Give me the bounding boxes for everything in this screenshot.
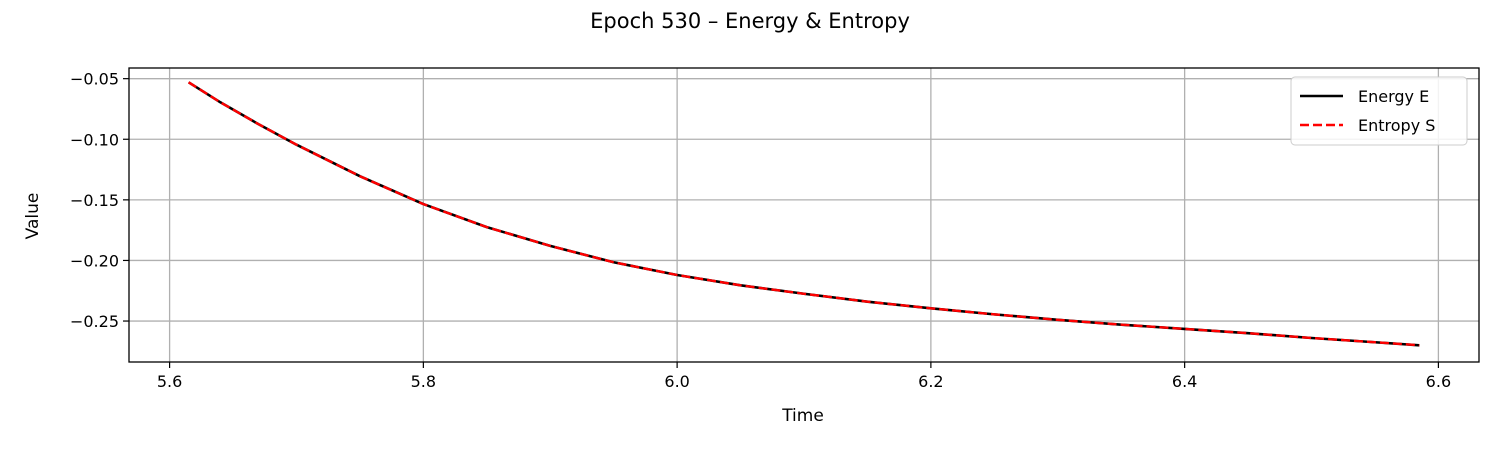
grid xyxy=(129,68,1479,362)
x-tick-label: 6.4 xyxy=(1172,372,1197,391)
y-tick-label: −0.20 xyxy=(70,251,119,270)
plot-frame xyxy=(128,67,1480,363)
y-tick-label: −0.05 xyxy=(70,70,119,89)
y-tick-label: −0.10 xyxy=(70,130,119,149)
x-tick-label: 5.6 xyxy=(157,372,182,391)
legend-box xyxy=(1290,76,1468,146)
x-tick-label: 6.0 xyxy=(664,372,689,391)
x-tick-label: 5.8 xyxy=(411,372,436,391)
series-lines xyxy=(187,81,1420,347)
legend: Energy E Entropy S xyxy=(1290,76,1468,146)
x-tick-label: 6.2 xyxy=(918,372,943,391)
series-line-entropy xyxy=(187,81,1420,347)
legend-label: Energy E xyxy=(1358,87,1429,106)
x-axis-label: Time xyxy=(781,406,824,426)
chart-title: Epoch 530 – Energy & Entropy xyxy=(590,9,910,33)
series-line-energy xyxy=(187,81,1420,347)
y-axis-label: Value xyxy=(23,193,43,240)
x-axis-ticks: 5.6 5.8 6.0 6.2 6.4 6.6 xyxy=(157,362,1451,391)
x-tick-label: 6.6 xyxy=(1426,372,1451,391)
y-axis-ticks: −0.25 −0.20 −0.15 −0.10 −0.05 xyxy=(70,70,129,331)
y-tick-label: −0.25 xyxy=(70,312,119,331)
y-tick-label: −0.15 xyxy=(70,191,119,210)
legend-label: Entropy S xyxy=(1358,116,1435,135)
